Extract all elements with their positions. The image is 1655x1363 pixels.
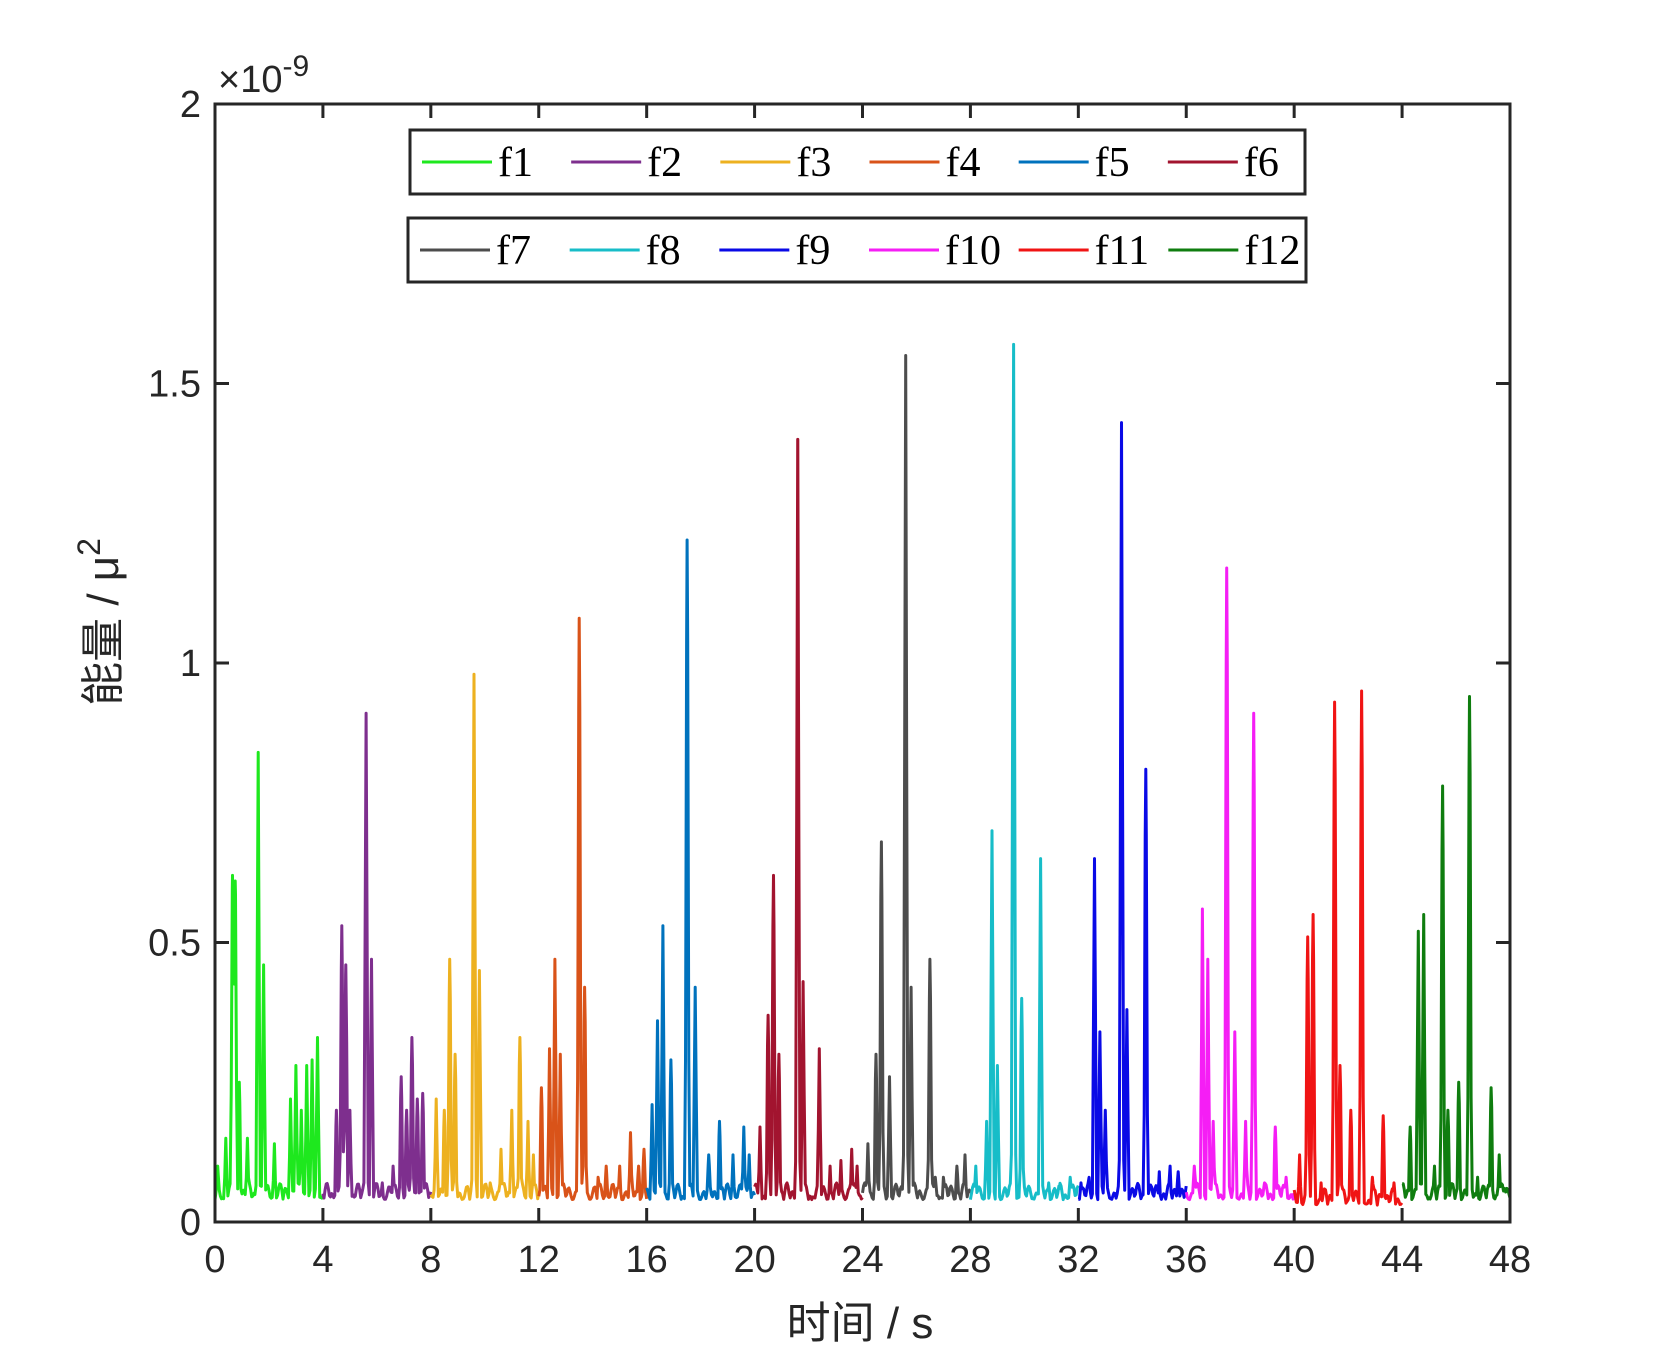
legend-label-f1: f1 xyxy=(498,140,533,186)
x-tick-label: 24 xyxy=(841,1239,883,1281)
legend-label-f4: f4 xyxy=(946,140,981,186)
y-tick-label: 1 xyxy=(180,643,201,685)
series-line-f9 xyxy=(1077,421,1188,1202)
x-axis-title: 时间 / s xyxy=(787,1299,934,1348)
series-line-f5 xyxy=(645,538,756,1201)
series-line-f6 xyxy=(753,437,864,1202)
x-tick-label: 0 xyxy=(204,1239,225,1281)
legend-label-f7: f7 xyxy=(496,228,531,274)
x-tick-label: 28 xyxy=(949,1239,991,1281)
y-axis-title: 能量 / μ2 xyxy=(71,538,128,706)
x-tick-label: 40 xyxy=(1273,1239,1315,1281)
y-exponent-label: ×10-9 xyxy=(218,50,309,101)
legend-box-2 xyxy=(406,216,1308,284)
legend-label-f3: f3 xyxy=(796,140,831,186)
legend-label-f6: f6 xyxy=(1244,140,1279,186)
legend-label-f2: f2 xyxy=(647,140,682,186)
series-line-f3 xyxy=(429,672,541,1202)
y-tick-label: 0 xyxy=(180,1202,201,1244)
legend-label-f12: f12 xyxy=(1244,228,1300,274)
x-tick-label: 48 xyxy=(1489,1239,1531,1281)
series-line-f11 xyxy=(1292,689,1404,1207)
legend-label-f5: f5 xyxy=(1095,140,1130,186)
y-tick-label: 1.5 xyxy=(148,364,201,406)
x-tick-label: 8 xyxy=(420,1239,441,1281)
x-tick-label: 16 xyxy=(626,1239,668,1281)
series-line-f12 xyxy=(1401,695,1512,1202)
series-line-f7 xyxy=(861,354,972,1201)
legend-label-f8: f8 xyxy=(646,228,681,274)
legend-label-f9: f9 xyxy=(795,228,830,274)
x-tick-label: 20 xyxy=(733,1239,775,1281)
series-line-f2 xyxy=(321,711,433,1201)
x-tick-label: 4 xyxy=(312,1239,333,1281)
series-line-f4 xyxy=(537,616,649,1202)
x-tick-label: 32 xyxy=(1057,1239,1099,1281)
series-line-f1 xyxy=(213,750,325,1201)
legend-box-1 xyxy=(408,128,1307,196)
legend: f1 f2 f3 f4 f5 f6 f7 f8 f9 f10 f11 f12 xyxy=(406,128,1308,284)
x-tick-label: 36 xyxy=(1165,1239,1207,1281)
legend-label-f10: f10 xyxy=(945,228,1001,274)
x-tick-label: 44 xyxy=(1381,1239,1423,1281)
series-line-f10 xyxy=(1184,566,1296,1202)
legend-label-f11: f11 xyxy=(1095,228,1149,274)
plot-lines xyxy=(213,342,1512,1207)
series-line-f8 xyxy=(968,342,1080,1202)
x-tick-label: 12 xyxy=(518,1239,560,1281)
y-tick-label: 0.5 xyxy=(148,923,201,965)
y-tick-label: 2 xyxy=(180,84,201,126)
